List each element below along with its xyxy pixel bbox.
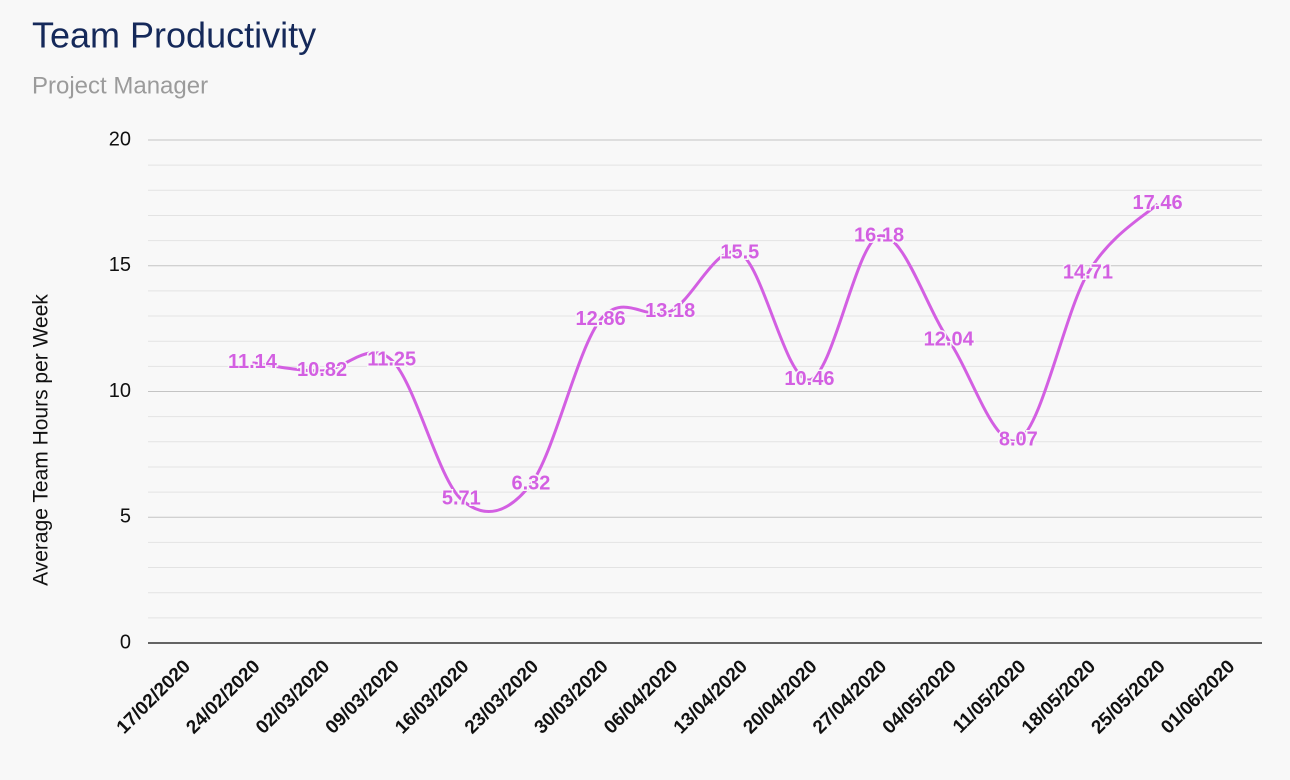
x-tick-label: 25/05/2020 [1088,656,1170,738]
x-tick-label: 13/04/2020 [670,656,752,738]
x-tick-label: 16/03/2020 [391,656,473,738]
x-tick-label: 20/04/2020 [739,656,821,738]
data-label: 12.04 [924,328,975,350]
x-tick-label: 27/04/2020 [809,656,891,738]
data-label: 10.46 [784,368,834,390]
x-tick-label: 17/02/2020 [113,656,195,738]
data-label: 5.71 [442,488,481,510]
data-label: 16.18 [854,224,904,246]
x-tick-label: 09/03/2020 [322,656,404,738]
data-label: 14.71 [1063,261,1113,283]
x-tick-label: 01/06/2020 [1157,656,1239,738]
data-label: 12.86 [576,308,626,330]
y-tick-label: 5 [120,506,131,528]
x-tick-label: 30/03/2020 [531,656,613,738]
data-label: 6.32 [511,472,550,494]
chart-title: Team Productivity [32,15,316,56]
y-axis-title: Average Team Hours per Week [30,294,53,586]
y-tick-label: 20 [109,128,131,150]
data-label: 17.46 [1133,192,1183,214]
x-tick-label: 02/03/2020 [252,656,334,738]
y-tick-label: 15 [109,254,131,276]
x-tick-label: 23/03/2020 [461,656,543,738]
data-label: 11.14 [228,351,278,373]
data-label: 11.25 [367,348,416,370]
y-tick-label: 10 [109,380,131,402]
y-tick-label: 0 [120,631,131,653]
data-label: 13.18 [645,300,695,322]
x-tick-label: 04/05/2020 [879,656,961,738]
data-label: 8.07 [999,428,1038,450]
data-label: 15.5 [720,241,759,263]
data-label: 10.82 [297,359,347,381]
chart-subtitle: Project Manager [32,72,208,99]
line [252,202,1159,514]
x-tick-label: 18/05/2020 [1018,656,1100,738]
x-tick-label: 24/02/2020 [182,656,264,738]
x-tick-label: 11/05/2020 [949,656,1030,737]
x-tick-label: 06/04/2020 [600,656,682,738]
